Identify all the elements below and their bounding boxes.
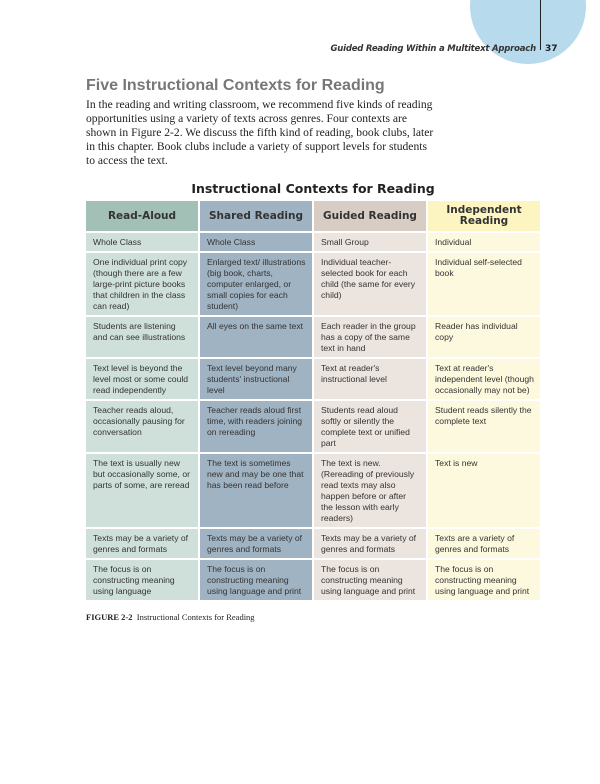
table-row: The text is usually new but occasionally… [86, 454, 540, 527]
table-cell: The focus is on constructing meaning usi… [200, 560, 312, 600]
table-row: Students are listening and can see illus… [86, 317, 540, 357]
column-header: Read-Aloud [86, 201, 198, 231]
table-cell: Text is new [428, 454, 540, 527]
table-cell: Text level beyond many students' instruc… [200, 359, 312, 399]
body-paragraph: In the reading and writing classroom, we… [86, 98, 434, 167]
table-cell: Students are listening and can see illus… [86, 317, 198, 357]
table-cell: The text is sometimes new and may be one… [200, 454, 312, 527]
column-header: Shared Reading [200, 201, 312, 231]
figure-caption: FIGURE 2-2 Instructional Contexts for Re… [86, 612, 544, 623]
table-row: The focus is on constructing meaning usi… [86, 560, 540, 600]
page-number: 37 [545, 44, 558, 54]
table-cell: Text level is beyond the level most or s… [86, 359, 198, 399]
table-cell: The focus is on constructing meaning usi… [428, 560, 540, 600]
table-cell: Text at reader's independent level (thou… [428, 359, 540, 399]
table-cell: Texts may be a variety of genres and for… [200, 529, 312, 558]
section-heading: Five Instructional Contexts for Reading [86, 77, 385, 94]
table-row: Whole Class Whole Class Small Group Individ… [86, 233, 540, 251]
column-header: Guided Reading [314, 201, 426, 231]
table-cell: The focus is on constructing meaning usi… [314, 560, 426, 600]
table-cell: Individual self-selected book [428, 253, 540, 315]
table-cell: Whole Class [200, 233, 312, 251]
table-cell: Enlarged text/ illustrations (big book, … [200, 253, 312, 315]
table-cell: Texts may be a variety of genres and for… [86, 529, 198, 558]
column-header: Independent Reading [428, 201, 540, 231]
figure-caption-text: Instructional Contexts for Reading [136, 612, 255, 622]
table-cell: Small Group [314, 233, 426, 251]
table-header-row: Read-Aloud Shared Reading Guided Reading In… [86, 201, 540, 231]
table-cell: The text is new. (Rereading of previousl… [314, 454, 426, 527]
table-cell: The text is usually new but occasionally… [86, 454, 198, 527]
table-cell: Individual [428, 233, 540, 251]
table-cell: Reader has individual copy [428, 317, 540, 357]
table-title: Instructional Contexts for Reading [191, 181, 435, 196]
figure-label: FIGURE 2-2 [86, 612, 133, 622]
table-cell: Texts are a variety of genres and format… [428, 529, 540, 558]
table-cell: One individual print copy (though there … [86, 253, 198, 315]
table-row: Text level is beyond the level most or s… [86, 359, 540, 399]
table-cell: Teacher reads aloud, occasionally pausin… [86, 401, 198, 452]
table-cell: Texts may be a variety of genres and for… [314, 529, 426, 558]
running-header: Guided Reading Within a Multitext Approa… [330, 44, 536, 54]
page-content: Five Instructional Contexts for Reading … [86, 76, 544, 623]
table-cell: Students read aloud softly or silently t… [314, 401, 426, 452]
table-cell: Text at reader's instructional level [314, 359, 426, 399]
table-cell: Each reader in the group has a copy of t… [314, 317, 426, 357]
table-cell: Whole Class [86, 233, 198, 251]
table-cell: The focus is on constructing meaning usi… [86, 560, 198, 600]
table-cell: All eyes on the same text [200, 317, 312, 357]
table-body: Whole Class Whole Class Small Group Individ… [86, 233, 540, 600]
decorative-circle [470, 0, 586, 64]
table-cell: Teacher reads aloud first time, with rea… [200, 401, 312, 452]
contexts-table: Read-Aloud Shared Reading Guided Reading In… [84, 199, 542, 602]
table-row: Teacher reads aloud, occasionally pausin… [86, 401, 540, 452]
table-row: One individual print copy (though there … [86, 253, 540, 315]
header-divider [540, 0, 541, 50]
table-cell: Student reads silently the complete text [428, 401, 540, 452]
table-cell: Individual teacher-selected book for eac… [314, 253, 426, 315]
table-row: Texts may be a variety of genres and for… [86, 529, 540, 558]
